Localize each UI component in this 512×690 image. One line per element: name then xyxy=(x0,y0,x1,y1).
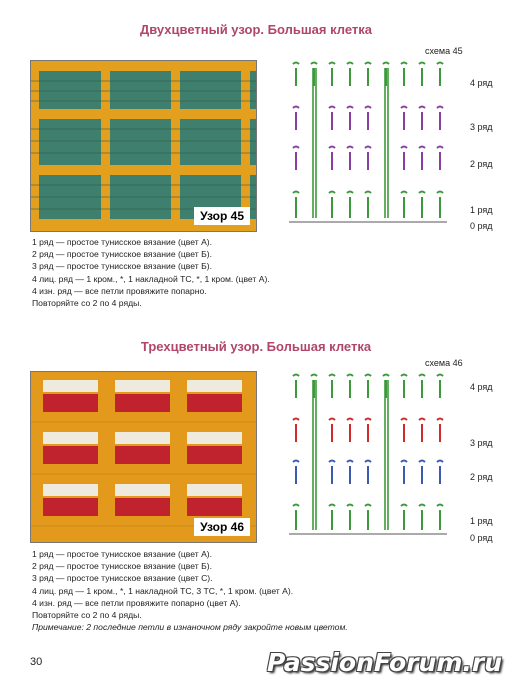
site-watermark: PassionForum.ru xyxy=(266,648,502,677)
page-number: 30 xyxy=(30,656,43,668)
red-white-grid-knit-image xyxy=(31,372,256,542)
instruction-line: 3 ряд — простое тунисское вязание (цвет … xyxy=(32,261,212,272)
instruction-line: 3 ряд — простое тунисское вязание (цвет … xyxy=(32,573,213,584)
pattern-45-swatch-image: Узор 45 xyxy=(30,60,257,232)
scheme-46-label: схема 46 xyxy=(425,358,463,368)
instruction-line: 4 лиц. ряд — 1 кром., *, 1 накладной ТС,… xyxy=(32,585,294,596)
scheme-45-row-2-label: 2 ряд xyxy=(470,159,493,169)
pattern-46-swatch-label: Узор 46 xyxy=(194,518,250,536)
instruction-line: Повторяйте со 2 по 4 ряды. xyxy=(32,610,142,621)
pattern-46-instructions: 1 ряд — простое тунисское вязание (цвет … xyxy=(32,548,348,633)
instruction-line: 4 изн. ряд — все петли провяжите попарно… xyxy=(32,285,207,296)
scheme-45-diagram xyxy=(289,61,447,223)
pattern-45-title: Двухцветный узор. Большая клетка xyxy=(139,22,373,37)
instruction-line: 4 изн. ряд — все петли провяжите попарно… xyxy=(32,597,241,608)
scheme-45-row-4-label: 4 ряд xyxy=(470,78,493,88)
scheme-46-row-4-label: 4 ряд xyxy=(470,382,493,392)
scheme-45-row-1-label: 1 ряд xyxy=(470,205,493,215)
scheme-46-row-2-label: 2 ряд xyxy=(470,472,493,482)
instruction-line: 2 ряд — простое тунисское вязание (цвет … xyxy=(32,561,212,572)
instruction-line: 1 ряд — простое тунисское вязание (цвет … xyxy=(32,549,213,559)
instruction-line: Повторяйте со 2 по 4 ряды. xyxy=(32,298,142,309)
instruction-line: 1 ряд — простое тунисское вязание (цвет … xyxy=(32,237,213,247)
scheme-45-label: схема 45 xyxy=(425,46,463,56)
instruction-line: 2 ряд — простое тунисское вязание (цвет … xyxy=(32,249,212,260)
scheme-45-row-3-label: 3 ряд xyxy=(470,122,493,132)
pattern-46-note: Примечание: 2 последние петли в изнаночн… xyxy=(32,622,348,633)
pattern-46-title: Трехцветный узор. Большая клетка xyxy=(140,339,372,354)
scheme-46-row-0-label: 0 ряд xyxy=(470,533,493,543)
green-grid-knit-image xyxy=(31,61,256,231)
instruction-line: 4 лиц. ряд — 1 кром., *, 1 накладной ТС,… xyxy=(32,273,270,284)
pattern-45-instructions: 1 ряд — простое тунисское вязание (цвет … xyxy=(32,236,270,309)
scheme-46-row-3-label: 3 ряд xyxy=(470,438,493,448)
scheme-46-diagram xyxy=(289,373,447,535)
pattern-46-swatch-image: Узор 46 xyxy=(30,371,257,543)
pattern-45-swatch-label: Узор 45 xyxy=(194,207,250,225)
scheme-45-row-0-label: 0 ряд xyxy=(470,221,493,231)
scheme-46-row-1-label: 1 ряд xyxy=(470,516,493,526)
